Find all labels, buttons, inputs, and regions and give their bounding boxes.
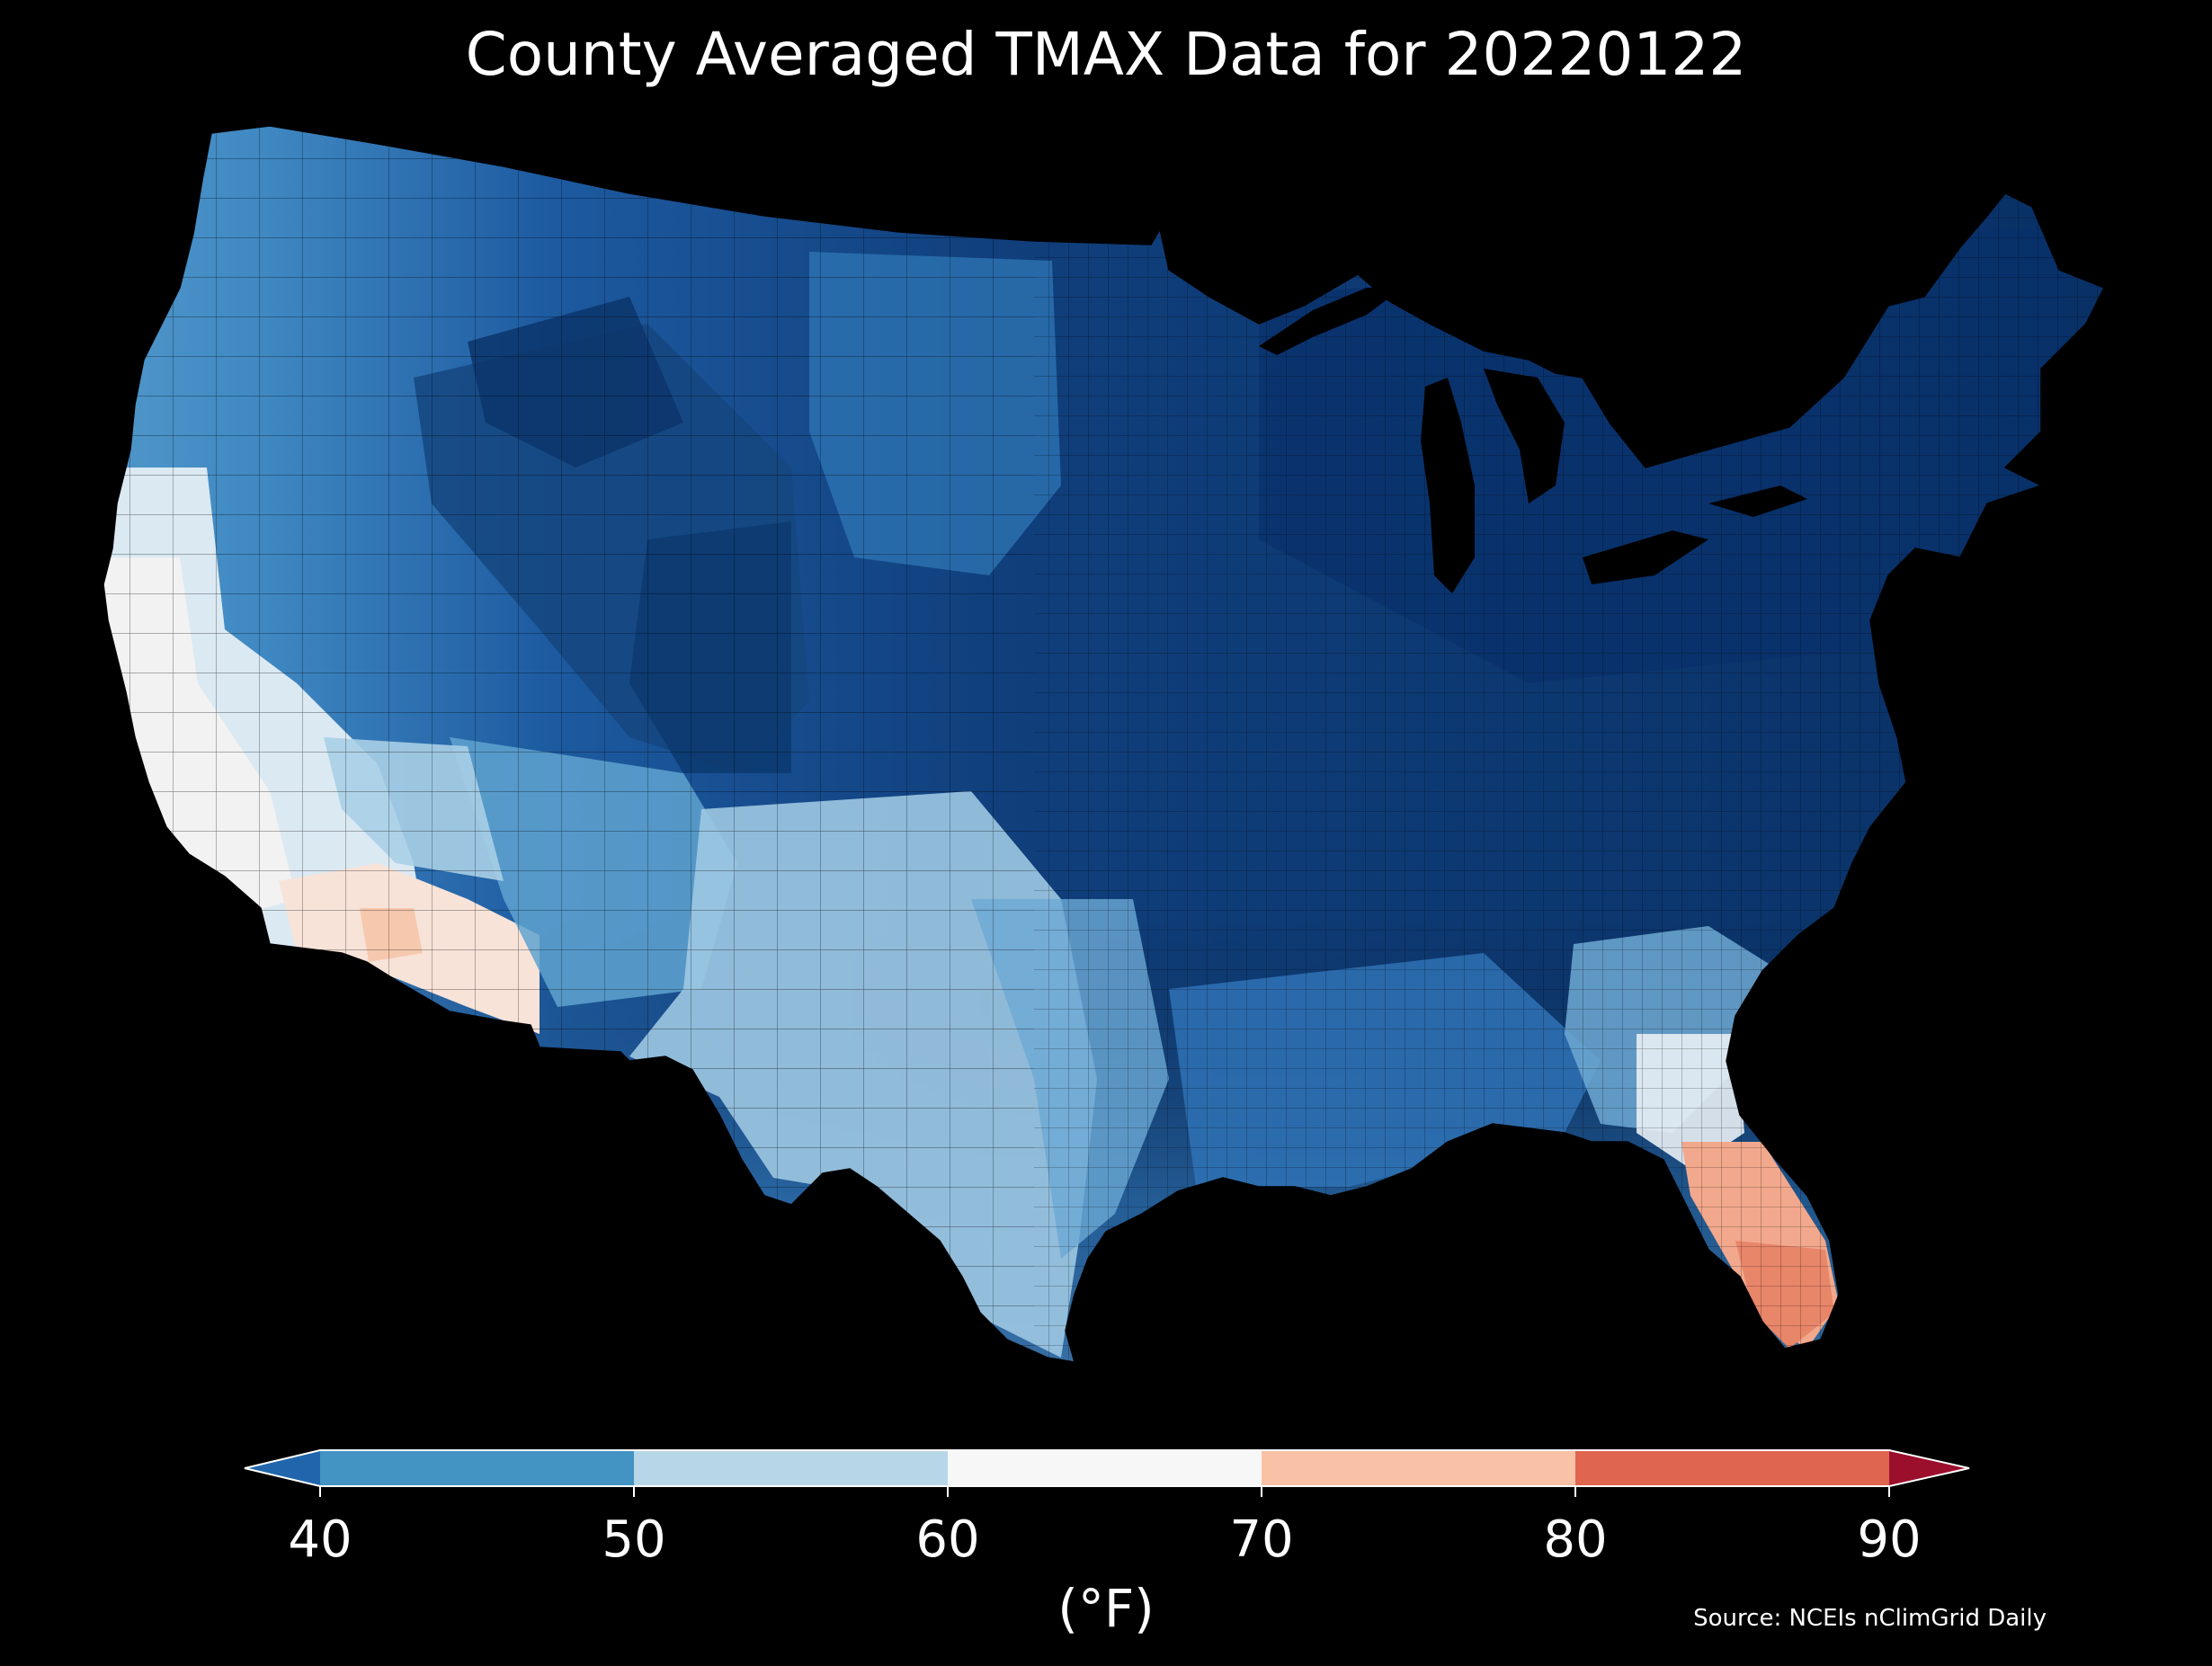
- source-credit: Source: NCEIs nClimGrid Daily: [1693, 1605, 2047, 1632]
- colorbar-extend-low: [245, 1450, 320, 1486]
- colorbar-tick-70: 70: [1229, 1510, 1294, 1569]
- colorbar-extend-high: [1889, 1450, 1969, 1486]
- colorbar-units-label: (°F): [1057, 1578, 1155, 1639]
- colorbar-bin-60-70: [948, 1450, 1262, 1486]
- colorbar-bin-40-50: [320, 1450, 635, 1486]
- colorbar-tick-80: 80: [1543, 1510, 1608, 1569]
- lake-michigan: [1421, 378, 1475, 593]
- colorbar-bin-70-80: [1262, 1450, 1576, 1486]
- colorbar-tick-60: 60: [915, 1510, 980, 1569]
- colorbar-tick-50: 50: [602, 1510, 666, 1569]
- colorbar-tick-90: 90: [1857, 1510, 1922, 1569]
- lake-erie: [1583, 530, 1708, 584]
- colorbar-bin-50-60: [634, 1450, 949, 1486]
- colorbar-tick-40: 40: [288, 1510, 352, 1569]
- lake-superior: [1259, 288, 1403, 355]
- colorbar-bin-80-90: [1575, 1450, 1890, 1486]
- map-title: County Averaged TMAX Data for 20220122: [465, 20, 1747, 89]
- lake-huron: [1484, 369, 1565, 503]
- lake-ontario: [1708, 486, 1807, 517]
